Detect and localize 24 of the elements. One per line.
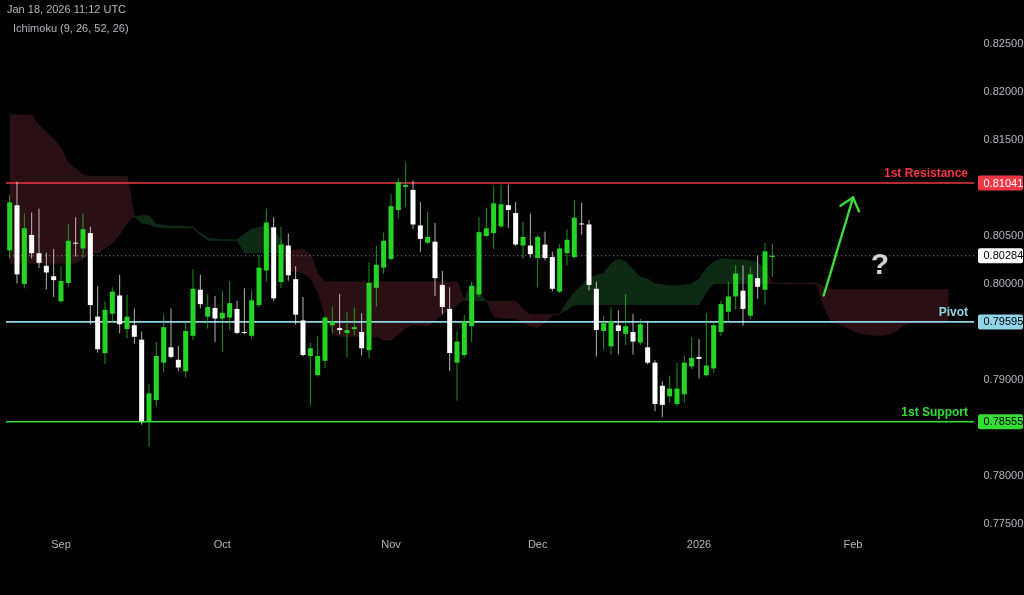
y-tick-label: 0.77500 (983, 516, 1024, 529)
y-tick-label: 0.81041 (983, 176, 1024, 189)
ref-line-label: 1st Resistance (883, 166, 969, 181)
y-tick-label: 0.81500 (983, 132, 1024, 145)
y-tick-label: 0.80000 (983, 276, 1024, 289)
y-tick-label: 0.78555 (983, 415, 1024, 428)
ref-line-label: 1st Support (901, 404, 968, 419)
x-tick-label: Sep (51, 537, 71, 550)
text: Ichimoku (9, 26, 52, 26) (13, 22, 129, 34)
y-tick-label: 0.80284 (983, 249, 1024, 262)
y-tick-label: 0.79000 (983, 372, 1024, 385)
x-tick-label: Feb (843, 537, 863, 550)
x-tick-label: Oct (213, 537, 231, 550)
x-tick-label: 2026 (686, 537, 712, 550)
x-tick-label: Dec (527, 537, 548, 550)
y-tick-label: 0.80500 (983, 228, 1024, 241)
y-tick-label: 0.78000 (983, 468, 1024, 481)
x-tick-label: Nov (381, 537, 402, 550)
y-tick-label: 0.82000 (983, 84, 1024, 97)
y-tick-label: 0.82500 (983, 36, 1024, 49)
ref-line-label: Pivot (938, 304, 968, 319)
annotation: ? (870, 247, 890, 280)
text: Jan 18, 2026 11:12 UTC (7, 3, 127, 15)
y-tick-label: 0.79595 (983, 315, 1024, 328)
